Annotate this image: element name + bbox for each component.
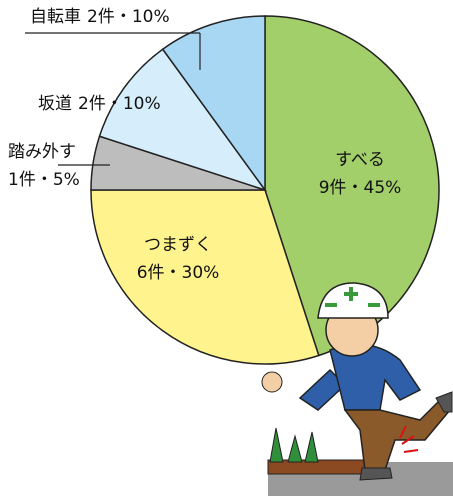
pie-slice <box>161 15 266 193</box>
pie <box>90 15 440 365</box>
labels: すべる 9件・45% つまずく 6件・30% 踏み外す 1件・5% 坂道 2件・10% 自転車 2… <box>8 7 401 283</box>
pie-slice <box>90 189 320 365</box>
pie-slice <box>98 48 267 192</box>
slice-label: すべる <box>335 150 385 170</box>
value-label: 2件・10% <box>87 7 170 27</box>
value-label: 2件・10% <box>78 94 161 114</box>
slice-label: つまずく <box>144 235 212 255</box>
slice-label: 坂道 <box>38 94 72 114</box>
value-label: 9件・45% <box>319 178 402 198</box>
slice-label-group: 坂道 2件・10% <box>38 94 161 114</box>
worker-illustration <box>261 282 453 496</box>
slice-label: 踏み外す <box>8 142 76 162</box>
slice-label: 自転車 <box>30 7 81 27</box>
value-label: 1件・5% <box>8 170 80 190</box>
value-label: 6件・30% <box>137 263 220 283</box>
slice-label-group: 自転車 2件・10% <box>30 7 170 27</box>
